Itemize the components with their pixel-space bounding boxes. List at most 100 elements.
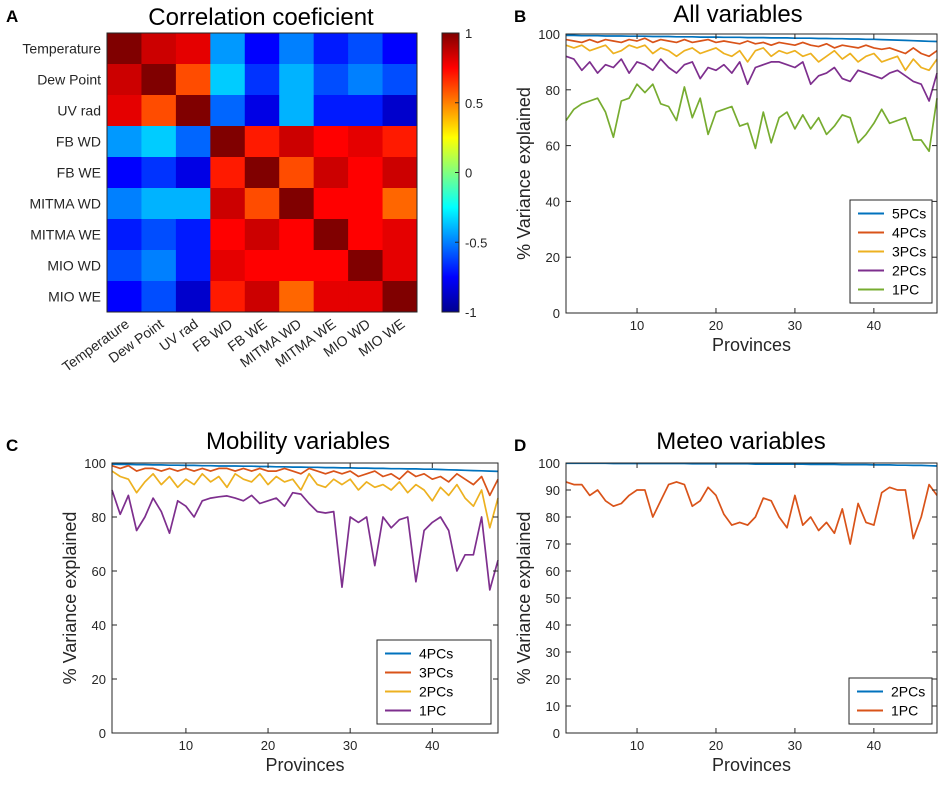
heatmap-cell [175,188,211,220]
y-axis-label: % Variance explained [514,87,534,260]
heatmap-cell [141,33,177,65]
heatmap-cell [107,64,142,96]
heatmap-cell [107,157,142,189]
y-tick-label: 0 [99,726,106,741]
series-line [566,34,938,43]
heatmap-cell [244,250,280,282]
plot-d: 0 10 20 30 40 50 60 70 80 90 100 10 20 30 40 Provinces%… [514,456,938,775]
heatmap-cell [313,157,349,189]
heatmap-cell [141,250,177,282]
y-tick-label: 40 [546,618,560,633]
colorbar-tick-label: 0 [465,166,472,181]
heatmap-cell [348,250,384,282]
heatmap-cell [348,33,384,65]
heatmap-cell [141,126,177,158]
heatmap-cell [210,157,246,189]
y-tick-label: 30 [546,645,560,660]
series-line [111,489,499,591]
heatmap-cell [244,157,280,189]
heatmap-cell [382,250,418,282]
heatmap-frame [106,32,418,313]
x-tick-label: 30 [788,738,802,753]
y-tick-label: 90 [546,483,560,498]
heatmap-cell [313,188,349,220]
heatmap-cells [107,33,418,313]
y-tick-label: 100 [84,456,106,471]
panel-b: B All variables 0 20 40 60 80 100 10 20 30 40 Prov… [514,1,938,355]
x-axis-label: Provinces [712,335,791,355]
heatmap-cell [175,33,211,65]
legend-label: 3PCs [419,665,453,681]
x-axis-label: Provinces [265,755,344,775]
heatmap-cell [348,126,384,158]
heatmap-cell [141,219,177,251]
series-line [111,463,499,473]
heatmap-cell [382,219,418,251]
y-tick-label: 10 [546,699,560,714]
heatmap-cell [313,219,349,251]
y-tick-label: 0 [553,306,560,321]
heatmap-cell [210,95,246,127]
legend: 2PCs 1PC [848,677,933,725]
heatmap-cell [107,126,142,158]
heatmap-cell [348,64,384,96]
y-tick-label: 70 [546,537,560,552]
heatmap-cell [244,281,280,313]
heatmap-cell [210,250,246,282]
colorbar-tick-label: -0.5 [465,235,487,250]
series-line [565,481,938,545]
y-tick-label: 100 [538,27,560,42]
heatmap-cell [175,95,211,127]
y-tick-label: 80 [92,510,106,525]
panel-letter-a: A [6,7,18,26]
heatmap-cell [175,157,211,189]
heatmap-cell [244,33,280,65]
y-tick-label: 60 [92,564,106,579]
heatmap-cell [382,126,418,158]
heatmap-cell [210,188,246,220]
heatmap-cell [175,126,211,158]
heatmap-cell [244,219,280,251]
chart-title-c: Mobility variables [206,428,390,455]
y-tick-label: 40 [546,194,560,209]
legend: 4PCs 3PCs 2PCs 1PC [376,639,492,725]
x-axis-label: Provinces [712,755,791,775]
heatmap-cell [279,95,315,127]
heatmap-row-label: MIO WE [48,289,101,305]
heatmap-cell [210,219,246,251]
legend-label: 2PCs [419,684,453,700]
x-tick-label: 30 [788,318,802,333]
colorbar-tick-label: 1 [465,26,472,41]
legend-box [848,677,933,725]
legend-label: 2PCs [891,684,925,700]
y-tick-label: 80 [546,510,560,525]
heatmap-cell [279,157,315,189]
heatmap-cell [382,281,418,313]
y-tick-label: 50 [546,591,560,606]
x-tick-label: 30 [343,738,357,753]
heatmap-cell [313,64,349,96]
heatmap-cell [107,250,142,282]
legend: 5PCs 4PCs 3PCs 2PCs 1PC [849,199,933,304]
heatmap-cell [107,219,142,251]
series-line [565,83,938,153]
y-axis-label: % Variance explained [514,512,534,685]
y-tick-label: 80 [546,83,560,98]
legend-label: 2PCs [892,263,926,279]
y-tick-label: 0 [553,726,560,741]
legend-label: 1PC [891,703,918,719]
plot-frame [111,462,499,734]
heatmap-cell [313,33,349,65]
heatmap-cell [313,281,349,313]
x-tick-label: 40 [425,738,439,753]
chart-title-b: All variables [673,1,802,28]
heatmap-cell [279,33,315,65]
heatmap-cell [210,33,246,65]
y-tick-label: 20 [546,672,560,687]
heatmap-cell [210,126,246,158]
heatmap-cell [107,95,142,127]
heatmap-title: Correlation coeficient [148,4,374,31]
heatmap-row-label: MITMA WD [29,196,101,212]
